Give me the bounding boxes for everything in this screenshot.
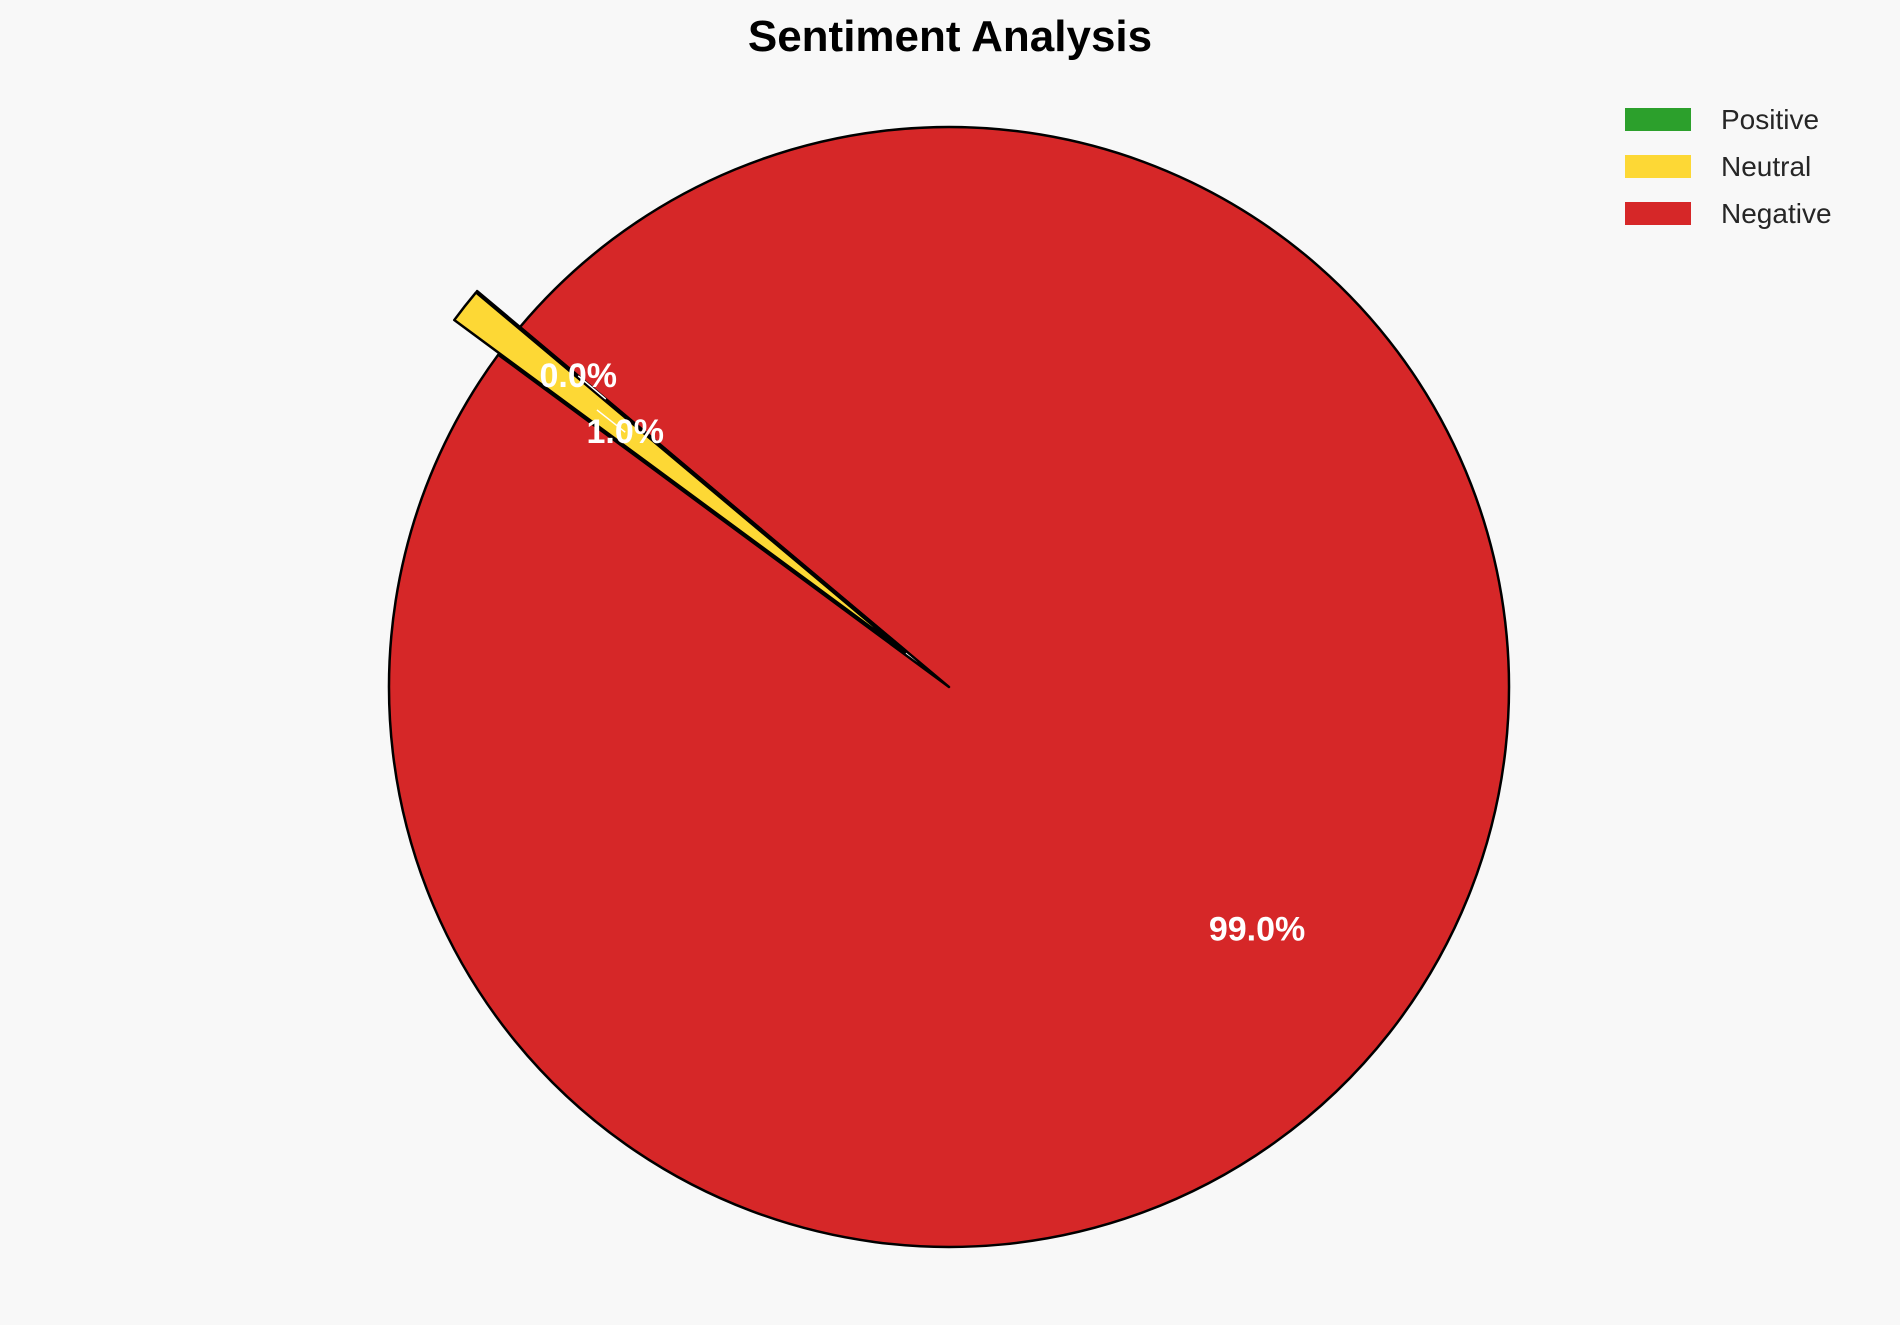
legend-label: Positive bbox=[1721, 103, 1820, 135]
label-leader-line bbox=[596, 409, 626, 433]
label-leader-line bbox=[577, 375, 607, 400]
pct-label-neutral: 1.0% bbox=[586, 413, 664, 451]
legend-item-positive: Positive bbox=[1625, 96, 1832, 143]
legend-patch bbox=[1625, 108, 1691, 131]
pie-slice-neutral bbox=[453, 291, 907, 654]
legend-patch bbox=[1625, 202, 1691, 225]
pct-label-negative: 99.0% bbox=[1209, 910, 1305, 948]
pie-slice-negative bbox=[387, 125, 1511, 1249]
legend-label: Negative bbox=[1721, 197, 1832, 229]
legend-patch bbox=[1625, 155, 1691, 178]
chart-title: Sentiment Analysis bbox=[747, 12, 1153, 61]
pie-slice-positive bbox=[475, 289, 908, 653]
legend-item-negative: Negative bbox=[1625, 190, 1832, 237]
pct-label-positive: 0.0% bbox=[539, 357, 617, 395]
legend-label: Neutral bbox=[1721, 150, 1812, 182]
legend-item-neutral: Neutral bbox=[1625, 143, 1832, 190]
legend: Positive Neutral Negative bbox=[1625, 96, 1832, 237]
